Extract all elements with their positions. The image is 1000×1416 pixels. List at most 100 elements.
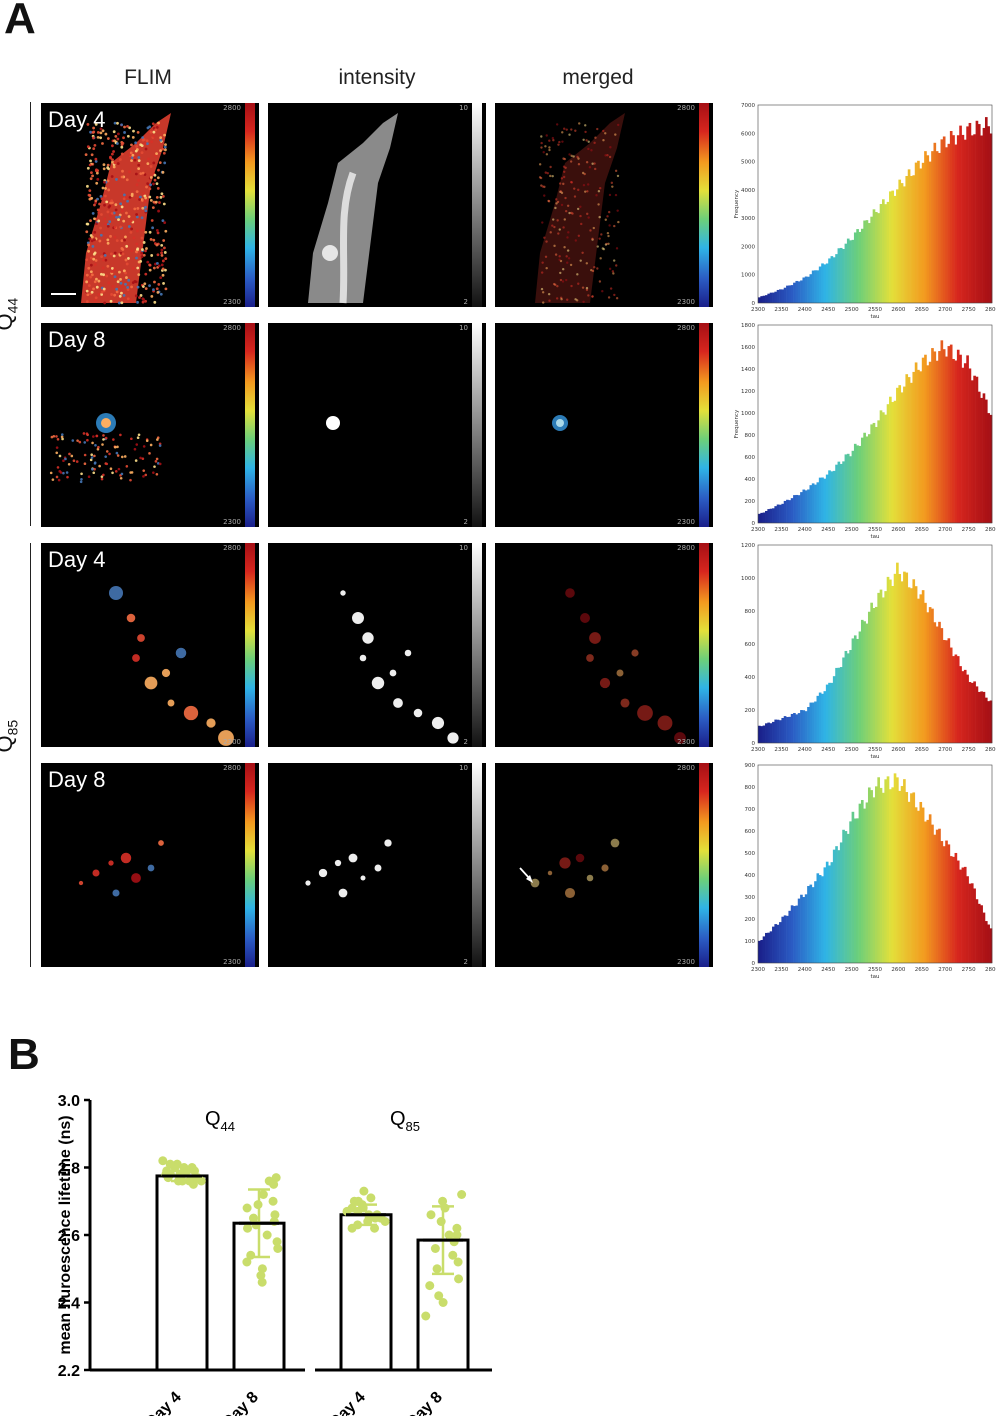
- histogram-4-xtick: 2400: [798, 967, 812, 973]
- histogram-4-bar: [849, 821, 852, 963]
- histogram-4-bar: [779, 922, 782, 963]
- histogram-2-bar: [795, 494, 799, 523]
- histogram-1-bar: [884, 204, 887, 303]
- histogram-1-bar: [825, 263, 829, 303]
- bar-4-point: [452, 1223, 462, 1233]
- histogram-2-ytick: 1400: [741, 367, 755, 373]
- histogram-3-bar: [984, 697, 988, 743]
- histogram-4-bar: [835, 846, 838, 963]
- group-label-q44: Q44: [0, 297, 21, 331]
- histogram-1-bar: [896, 189, 899, 303]
- histogram-2-bar: [804, 490, 808, 523]
- colorbar-max-int-row-2: 10: [459, 324, 468, 332]
- day-label-row-1: Day 4: [48, 107, 106, 132]
- histogram-2-xtick: 2800: [985, 527, 996, 533]
- histogram-3-xtick: 2500: [845, 747, 859, 753]
- histogram-1-bar: [933, 142, 937, 303]
- histogram-1-bar: [872, 209, 876, 303]
- bar-4-point: [457, 1190, 467, 1199]
- histogram-1-bar: [818, 266, 822, 303]
- histogram-3-bar: [898, 574, 902, 743]
- histogram-2-bar: [933, 351, 937, 523]
- histogram-4-bar: [889, 789, 892, 963]
- histogram-1-bar: [776, 289, 780, 303]
- histogram-2-bar: [828, 470, 831, 523]
- colorbar-max-flim-row-2: 2800: [223, 324, 241, 332]
- histogram-3-bar: [811, 702, 815, 743]
- histogram-2-bar: [844, 454, 848, 523]
- histogram-1-bar: [760, 296, 763, 303]
- histogram-2-bar: [823, 478, 827, 523]
- colorbar-min-merged-row-2: 2300: [677, 518, 695, 526]
- histogram-2-bar: [882, 412, 885, 523]
- histogram-2-bar: [818, 477, 822, 523]
- image-flim-row-1-graphic: [51, 103, 255, 307]
- histogram-1-bar: [938, 152, 941, 303]
- histogram-2-bar: [877, 420, 880, 523]
- colorbar-max-flim-row-3: 2800: [223, 544, 241, 552]
- histogram-1-bar: [811, 270, 815, 303]
- histogram-1-bar: [959, 125, 962, 303]
- histogram-4-xtick: 2650: [915, 967, 929, 973]
- histogram-4-bar: [882, 792, 885, 963]
- bar-2-point: [256, 1271, 266, 1280]
- histogram-3-ytick: 1200: [741, 543, 755, 549]
- image-int-row-1-graphic: [308, 103, 482, 307]
- histogram-2-bar: [952, 358, 955, 523]
- bar-1-point: [165, 1159, 175, 1169]
- histogram-3-bar: [863, 621, 866, 743]
- bar-3: [339, 1213, 393, 1372]
- image-merged-row-3: 2800 2300: [495, 543, 713, 747]
- bar-3-point: [347, 1223, 357, 1233]
- histogram-3-bar: [905, 572, 909, 743]
- histogram-1-bar: [795, 280, 799, 303]
- histogram-2-ytick: 1200: [741, 389, 755, 395]
- histogram-2-bar: [863, 432, 866, 523]
- histogram-1-xtick: 2350: [774, 307, 788, 313]
- histogram-3-bar: [776, 719, 780, 743]
- bar-1-point: [158, 1156, 168, 1166]
- bar-4-point: [432, 1264, 442, 1274]
- histogram-3-bar: [945, 640, 948, 743]
- histogram-1-bar: [975, 120, 979, 303]
- histogram-4-bar: [945, 840, 948, 963]
- histogram-2-bar: [839, 463, 843, 523]
- image-flim-row-2-graphic: [49, 323, 255, 527]
- histogram-2-bar: [884, 414, 887, 523]
- histogram-1-bar: [947, 143, 951, 303]
- histogram-1-bar: [779, 289, 782, 303]
- image-int-row-4: 10 2: [268, 763, 486, 967]
- image-int-row-1: 10 2: [268, 103, 486, 307]
- histogram-1-ytick: 6000: [741, 131, 755, 137]
- histogram-4-bar: [935, 829, 939, 963]
- histogram-1-xtick: 2750: [962, 307, 976, 313]
- histogram-4-bar: [961, 867, 965, 963]
- image-flim-row-3-graphic: [108, 543, 255, 747]
- histogram-1-ytick: 1000: [741, 273, 755, 279]
- histogram-2-bar: [987, 413, 990, 523]
- histogram-2-bar: [867, 434, 871, 523]
- histogram-2-bar: [903, 386, 906, 523]
- histogram-1-bar: [842, 249, 845, 303]
- histogram-1-bar: [898, 179, 902, 303]
- histogram-2-xtick: 2350: [774, 527, 788, 533]
- bar-4-point: [454, 1274, 464, 1284]
- histogram-4-bar: [767, 932, 770, 963]
- histogram-3-xtick: 2700: [938, 747, 952, 753]
- histogram-2-bar: [860, 437, 864, 523]
- histogram-1-bar: [966, 126, 969, 303]
- histogram-2-bar: [949, 344, 953, 523]
- histogram-4-xtick: 2800: [985, 967, 996, 973]
- histogram-4-bar: [982, 912, 986, 963]
- histogram-3-bar: [851, 638, 855, 743]
- histogram-1-ytick: 2000: [741, 244, 755, 250]
- bar-2-point: [262, 1230, 272, 1240]
- histogram-4-bar: [893, 773, 897, 963]
- histogram-3-xtick: 2550: [868, 747, 882, 753]
- histogram-2-bar: [772, 508, 775, 523]
- histogram-3-bar: [882, 597, 885, 743]
- histogram-2-bar: [893, 400, 897, 523]
- histogram-4-bar: [872, 797, 876, 963]
- histogram-2-bar: [966, 355, 969, 523]
- histogram-2-ytick: 1600: [741, 345, 755, 351]
